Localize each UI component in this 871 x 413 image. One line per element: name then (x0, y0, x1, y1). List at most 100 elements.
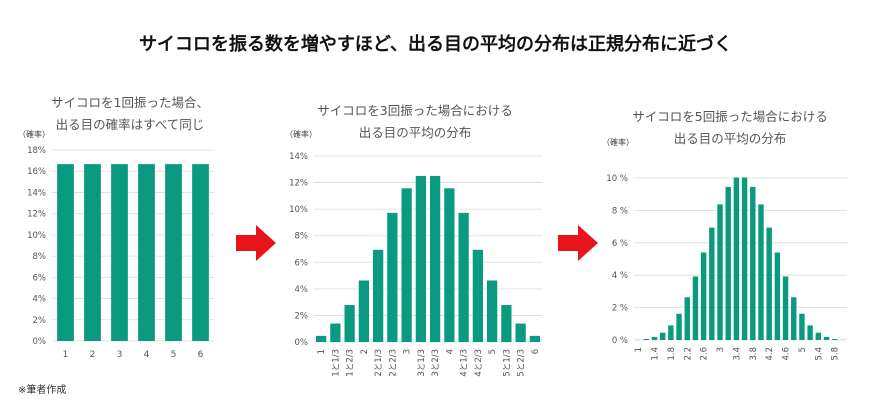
chart-1-xtick-2: 3 (117, 350, 123, 360)
chart-3-bar-19 (791, 297, 797, 340)
chart-3-xtick-10: 3 (716, 347, 726, 352)
chart-3-bar-5 (676, 313, 682, 340)
chart-1-ytick-6: 12% (27, 210, 46, 220)
chart-2-xtick-11: 4と2/3 (474, 349, 484, 377)
chart-2-bar-10 (458, 212, 469, 342)
chart-2-xtick-4: 2と1/3 (374, 349, 384, 377)
chart-2-xtick-10: 4と1/3 (460, 349, 470, 377)
chart-3-bar-18 (782, 276, 789, 340)
chart-3-bar-2 (651, 336, 658, 340)
chart-2-xtick-15: 6 (531, 349, 541, 354)
chart-2-bar-11 (472, 249, 484, 342)
chart-2-xtick-13: 5と1/3 (502, 349, 512, 377)
chart-3-bar-3 (659, 332, 666, 340)
chart-2-bar-2 (344, 305, 355, 342)
chart-2-xtick-5: 2と2/3 (388, 349, 398, 377)
chart-2-xtick-2: 1と2/3 (346, 349, 356, 377)
chart-1-bar-1 (84, 164, 101, 341)
chart-2-xtick-14: 5と2/3 (517, 349, 527, 377)
chart-1-bar-3 (138, 164, 155, 341)
chart-2-xtick-0: 1 (317, 349, 327, 354)
chart-3-ytick-1: 2 % (612, 304, 628, 314)
chart-1-ytick-5: 10% (27, 231, 46, 241)
chart-3-bar-22 (815, 332, 822, 340)
chart-3-bar-10 (717, 204, 723, 340)
chart-1-ytick-7: 14% (27, 188, 46, 198)
chart-2-xtick-9: 4 (445, 349, 455, 354)
chart-2-title-line-1: サイコロを3回振った場合における (317, 103, 513, 118)
chart-1-ytick-1: 2% (33, 316, 47, 326)
arrow-2-shape (558, 225, 598, 261)
chart-3-xtick-22: 5.4 (814, 347, 824, 361)
chart-3-bar-20 (799, 313, 805, 340)
chart-3-bar-12 (733, 177, 740, 340)
chart-3-xtick-4: 1.8 (667, 347, 677, 361)
chart-2-bar-0 (315, 335, 327, 342)
chart-2-ytick-7: 14% (289, 152, 308, 162)
chart-3-xtick-20: 5 (798, 347, 808, 352)
chart-2-bar-14 (515, 323, 526, 342)
chart-3-bar-8 (700, 252, 707, 340)
chart-1-ytick-9: 18% (27, 146, 46, 156)
chart-3-xtick-16: 4.2 (765, 347, 775, 361)
chart-3-xtick-2: 1.4 (650, 347, 660, 361)
chart-2-bar-5 (387, 212, 398, 342)
chart-1-ytick-0: 0% (33, 337, 47, 347)
chart-1-ytick-2: 4% (33, 295, 47, 305)
arrow-1-shape (236, 225, 276, 261)
chart-3-bar-7 (692, 276, 699, 340)
chart-3-xtick-14: 3.8 (749, 347, 759, 361)
chart-2-ytick-4: 8% (295, 232, 309, 242)
chart-2-ytick-0: 0% (295, 338, 309, 348)
chart-3-xtick-6: 2.2 (683, 347, 693, 361)
chart-3-xtick-18: 4.6 (782, 347, 792, 361)
chart-1-xtick-0: 1 (63, 350, 69, 360)
chart-3-ytick-5: 10 % (606, 174, 628, 184)
chart-2-bar-8 (429, 175, 441, 342)
chart-2-bar-6 (401, 188, 412, 342)
chart-2-title-line-2: 出る目の平均の分布 (358, 125, 472, 140)
chart-1-ytick-3: 6% (33, 273, 47, 283)
chart-3-title: サイコロを5回振った場合における 出る目の平均の分布 (615, 106, 845, 150)
chart-1-xtick-3: 4 (144, 350, 150, 360)
chart-2-ytick-1: 2% (295, 311, 309, 321)
chart-1-bar-5 (192, 164, 209, 341)
chart-2-xtick-7: 3と1/3 (417, 349, 427, 377)
chart-3-bar-11 (725, 186, 731, 340)
chart-3-ytick-4: 8 % (612, 206, 628, 216)
chart-1-ylabel: （確率） (18, 129, 50, 139)
chart-3-bar-24 (832, 339, 838, 340)
chart-3-xtick-0: 1 (634, 347, 644, 352)
chart-2-bar-12 (486, 280, 498, 342)
chart-3-bar-23 (823, 336, 830, 340)
chart-1-bar-2 (111, 164, 128, 341)
arrow-right-icon (558, 225, 598, 261)
chart-3-bar-1 (643, 339, 649, 340)
chart-3-bar-13 (741, 177, 748, 340)
chart-2-xtick-1: 1と1/3 (331, 349, 341, 377)
chart-1-bar-0 (57, 164, 74, 341)
chart-1-bar-4 (165, 164, 182, 341)
chart-2-ytick-3: 6% (295, 258, 309, 268)
chart-3-bar-6 (684, 297, 690, 340)
source-note: ※筆者作成 (18, 385, 67, 396)
chart-2-bar-1 (330, 323, 341, 342)
chart-1-title: サイコロを1回振った場合、 出る目の確率はすべて同じ (30, 92, 230, 136)
chart-2-xtick-8: 3と2/3 (431, 349, 441, 377)
chart-3-bar-14 (750, 186, 756, 340)
chart-3-bar-16 (766, 227, 772, 340)
chart-3-ytick-2: 4 % (612, 271, 628, 281)
chart-2-xtick-12: 5 (488, 349, 498, 354)
chart-1-xtick-4: 5 (171, 350, 177, 360)
chart-2-bar-4 (372, 249, 384, 342)
chart-2-bar-15 (529, 335, 541, 342)
chart-2-xtick-3: 2 (360, 349, 370, 354)
chart-2-title: サイコロを3回振った場合における 出る目の平均の分布 (300, 100, 530, 144)
main-title: サイコロを振る数を増やすほど、出る目の平均の分布は正規分布に近づく (138, 34, 733, 55)
chart-2-bar-7 (415, 175, 427, 342)
chart-1-xtick-5: 6 (198, 350, 204, 360)
chart-2-bar-13 (501, 305, 512, 342)
chart-1-title-line-2: 出る目の確率はすべて同じ (55, 117, 205, 132)
arrow-right-icon (236, 225, 276, 261)
chart-2-bar-9 (444, 188, 455, 342)
